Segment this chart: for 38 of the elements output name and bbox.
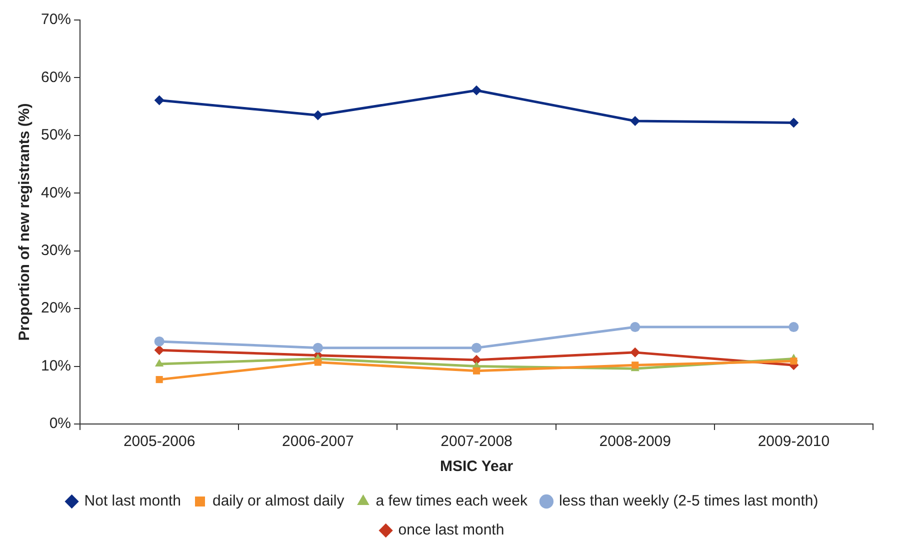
y-tick-label: 10% (40, 357, 72, 374)
legend-label: daily or almost daily (212, 492, 345, 510)
legend-label: Not last month (84, 492, 182, 510)
y-tick-label: 0% (49, 415, 72, 432)
point (154, 336, 164, 346)
point (788, 118, 799, 128)
legend-label: a few times each week (376, 492, 528, 510)
y-tick-label: 20% (40, 300, 72, 317)
x-tick-label: 2009-2010 (758, 433, 830, 450)
y-tick-label: 70% (40, 11, 72, 28)
x-tick-label: 2007-2008 (440, 433, 512, 450)
point (788, 322, 799, 332)
y-axis-title: Proportion of new registrants (%) (16, 103, 34, 341)
y-tick-label: 50% (40, 126, 72, 144)
legend-label: less than weekly (2-5 times last month) (558, 492, 818, 510)
point (154, 345, 164, 356)
point (314, 358, 322, 366)
y-tick-label: 60% (40, 68, 72, 86)
point (154, 95, 164, 106)
x-tick-label: 2005-2006 (123, 433, 196, 450)
point (154, 358, 164, 366)
x-axis-title: MSIC Year (440, 458, 514, 476)
point (472, 85, 482, 96)
x-tick-label: 2006-2007 (282, 433, 354, 450)
point (630, 116, 640, 126)
x-tick-label: 2008-2009 (599, 433, 671, 450)
y-tick-label: 30% (40, 242, 72, 259)
legend-label: once last month (398, 522, 504, 539)
y-tick-label: 40% (40, 184, 72, 202)
point (472, 367, 480, 374)
point (312, 342, 323, 353)
point (472, 342, 482, 353)
point (632, 362, 639, 369)
point (156, 376, 163, 384)
point (790, 358, 798, 365)
point (630, 322, 640, 332)
point (630, 347, 640, 358)
point (312, 110, 323, 120)
